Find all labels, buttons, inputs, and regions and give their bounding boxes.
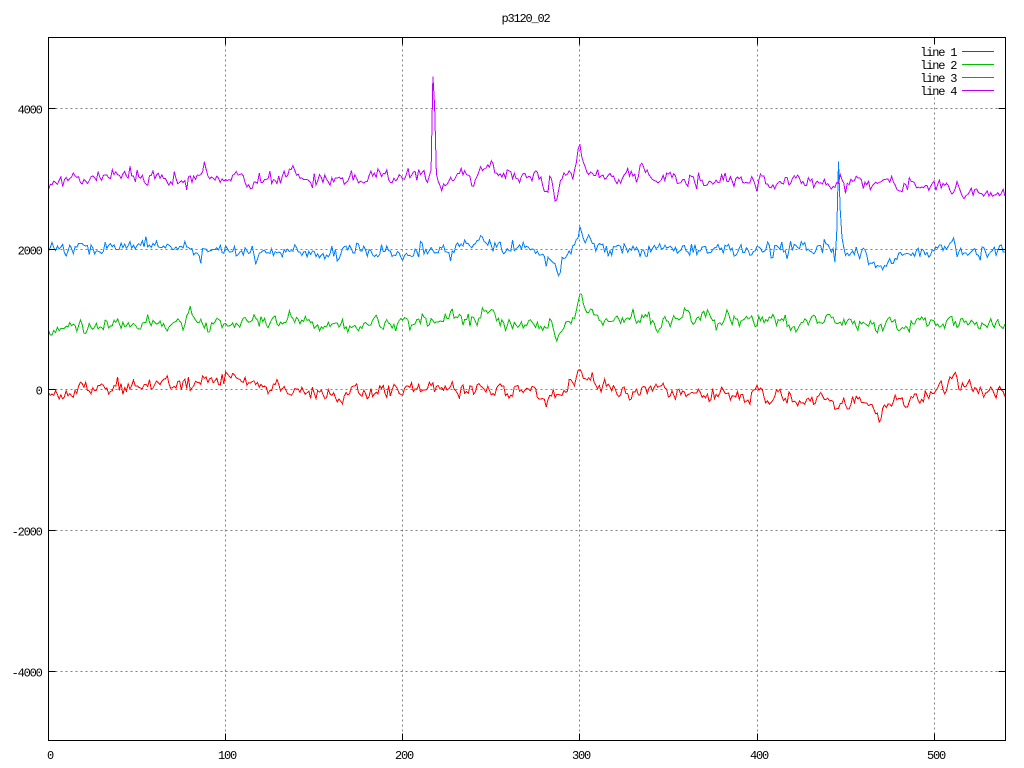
svg-text:0: 0 xyxy=(47,749,54,763)
svg-text:line 4: line 4 xyxy=(920,85,957,99)
svg-text:-2000: -2000 xyxy=(12,525,43,539)
svg-text:500: 500 xyxy=(927,749,946,763)
svg-text:400: 400 xyxy=(750,749,769,763)
svg-text:line 1: line 1 xyxy=(920,46,957,60)
svg-text:-4000: -4000 xyxy=(12,666,43,680)
svg-text:line 3: line 3 xyxy=(920,72,957,86)
svg-text:2000: 2000 xyxy=(18,244,43,258)
svg-text:0: 0 xyxy=(36,384,43,398)
svg-text:300: 300 xyxy=(572,749,591,763)
svg-text:p3120_02: p3120_02 xyxy=(501,12,550,26)
svg-text:line 2: line 2 xyxy=(920,59,957,73)
svg-text:200: 200 xyxy=(395,749,414,763)
svg-text:4000: 4000 xyxy=(18,103,43,117)
svg-text:100: 100 xyxy=(218,749,237,763)
